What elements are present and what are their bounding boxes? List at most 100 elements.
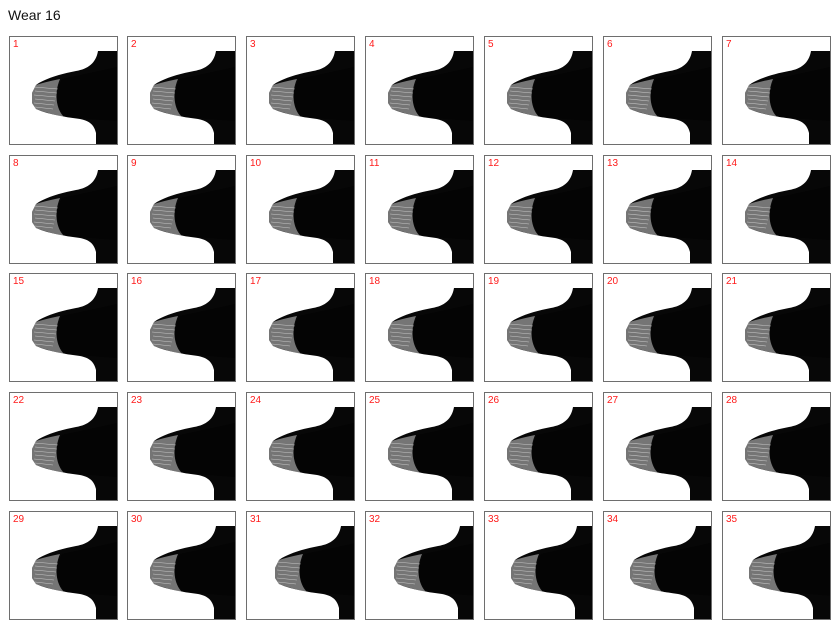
tooth-image-tile: 31 [246,511,355,620]
tooth-image-tile: 12 [484,155,593,264]
tooth-image-tile: 16 [127,273,236,382]
tooth-photo [511,526,592,619]
tooth-image-tile: 13 [603,155,712,264]
tooth-photo [150,407,235,500]
tile-number-label: 32 [369,514,381,525]
tooth-image-tile: 32 [365,511,474,620]
tooth-photo [749,526,830,619]
tooth-photo [507,407,592,500]
tooth-photo [32,407,117,500]
tile-number-label: 25 [369,395,381,406]
tooth-image-tile: 11 [365,155,474,264]
tooth-photo [626,51,711,144]
tooth-image-tile: 22 [9,392,118,501]
tooth-photo [388,407,473,500]
tooth-image-tile: 29 [9,511,118,620]
tooth-photo [269,288,354,381]
tooth-photo [745,170,830,263]
tooth-image-tile: 21 [722,273,831,382]
tile-number-label: 28 [726,395,738,406]
tile-number-label: 24 [250,395,262,406]
tooth-image-tile: 17 [246,273,355,382]
tooth-photo [150,170,235,263]
tooth-image-tile: 19 [484,273,593,382]
tooth-photo [507,170,592,263]
tooth-image-tile: 20 [603,273,712,382]
tile-number-label: 9 [131,158,137,169]
tile-number-label: 27 [607,395,619,406]
tooth-photo [394,526,473,619]
tooth-photo [32,526,117,619]
tooth-image-tile: 25 [365,392,474,501]
tooth-image-tile: 8 [9,155,118,264]
tooth-image-tile: 23 [127,392,236,501]
tooth-image-tile: 1 [9,36,118,145]
tile-number-label: 29 [13,514,25,525]
tooth-photo [275,526,354,619]
tooth-image-tile: 26 [484,392,593,501]
tile-number-label: 34 [607,514,619,525]
tile-number-label: 12 [488,158,500,169]
tooth-image-tile: 24 [246,392,355,501]
tooth-photo [269,407,354,500]
tile-number-label: 35 [726,514,738,525]
tooth-photo [388,51,473,144]
tooth-photo [626,288,711,381]
tooth-image-tile: 2 [127,36,236,145]
tile-number-label: 15 [13,276,25,287]
tile-number-label: 23 [131,395,143,406]
tooth-image-tile: 6 [603,36,712,145]
tooth-image-tile: 9 [127,155,236,264]
tooth-photo [32,170,117,263]
tile-number-label: 16 [131,276,143,287]
tooth-photo [507,288,592,381]
tooth-photo [745,407,830,500]
tooth-image-tile: 18 [365,273,474,382]
tooth-photo [507,51,592,144]
tooth-photo [745,51,830,144]
tile-number-label: 26 [488,395,500,406]
tooth-image-tile: 3 [246,36,355,145]
tile-number-label: 6 [607,39,613,50]
tile-number-label: 33 [488,514,500,525]
tooth-image-tile: 28 [722,392,831,501]
tile-number-label: 5 [488,39,494,50]
tooth-photo [630,526,711,619]
tile-number-label: 2 [131,39,137,50]
tooth-photo [269,170,354,263]
tile-number-label: 21 [726,276,738,287]
tooth-image-tile: 30 [127,511,236,620]
figure-title: Wear 16 [8,7,61,23]
tile-number-label: 22 [13,395,25,406]
tooth-photo [150,288,235,381]
tooth-image-tile: 5 [484,36,593,145]
tile-number-label: 3 [250,39,256,50]
tooth-photo [626,407,711,500]
tooth-photo [150,51,235,144]
tile-number-label: 4 [369,39,375,50]
tile-number-label: 18 [369,276,381,287]
tooth-image-tile: 10 [246,155,355,264]
tile-number-label: 30 [131,514,143,525]
tooth-image-tile: 7 [722,36,831,145]
tooth-image-tile: 4 [365,36,474,145]
tooth-image-tile: 34 [603,511,712,620]
tile-number-label: 8 [13,158,19,169]
tooth-photo [388,170,473,263]
tile-number-label: 10 [250,158,262,169]
tooth-photo [745,288,830,381]
tooth-photo [626,170,711,263]
tile-number-label: 17 [250,276,262,287]
tile-number-label: 14 [726,158,738,169]
tile-number-label: 20 [607,276,619,287]
tile-number-label: 11 [369,158,380,169]
tile-number-label: 1 [13,39,19,50]
tooth-photo [150,526,235,619]
tile-number-label: 13 [607,158,619,169]
tooth-image-tile: 14 [722,155,831,264]
tooth-photo [32,288,117,381]
tooth-photo [269,51,354,144]
tooth-photo [388,288,473,381]
tooth-photo [32,51,117,144]
